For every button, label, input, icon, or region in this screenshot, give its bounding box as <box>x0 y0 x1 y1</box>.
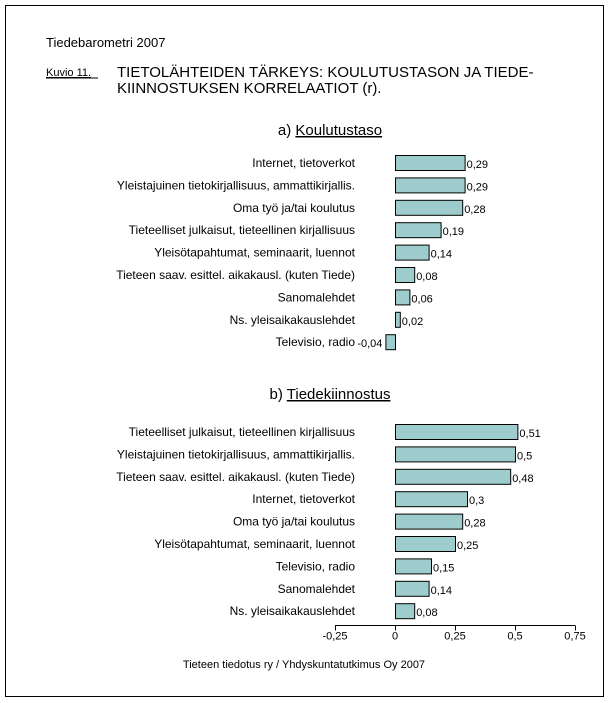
panel-title-text: Koulutustaso <box>295 122 382 139</box>
value-label: 0,08 <box>416 271 437 283</box>
category-label: Yleistajuinen tietokirjallisuus, ammatti… <box>117 178 355 192</box>
panel-title: a) Koulutustaso <box>278 122 382 139</box>
bar <box>395 580 430 597</box>
value-label: 0,5 <box>517 450 532 462</box>
value-label: 0,29 <box>467 159 488 171</box>
x-tick-label: 0,5 <box>507 631 522 643</box>
category-label: Internet, tietoverkot <box>252 156 355 170</box>
category-label: Oma työ ja/tai koulutus <box>233 515 355 529</box>
value-label: 0,19 <box>443 226 464 238</box>
bar <box>395 558 432 575</box>
x-tick-label: 0 <box>392 631 398 643</box>
bar <box>395 424 519 440</box>
bar <box>395 199 464 216</box>
value-label: 0,14 <box>431 249 452 261</box>
bar <box>395 177 466 194</box>
category-label: Yleistajuinen tietokirjallisuus, ammatti… <box>117 447 355 461</box>
bar <box>395 289 411 306</box>
value-label: 0,51 <box>519 428 540 440</box>
source-footer: Tieteen tiedotus ry / Yhdyskuntatutkimus… <box>183 659 425 671</box>
x-tick-label: 0,75 <box>564 631 585 643</box>
value-label: 0,28 <box>464 204 485 216</box>
panel-prefix: a) <box>278 122 291 139</box>
value-label: 0,08 <box>416 607 437 619</box>
figure-title-line1: TIETOLÄHTEIDEN TÄRKEYS: KOULUTUSTASON JA… <box>117 64 533 81</box>
figure-title-line2: KIINNOSTUKSEN KORRELAATIOT (r). <box>117 80 381 97</box>
bar <box>395 468 512 485</box>
panel-title: b) Tiedekiinnostus <box>270 386 391 403</box>
bar <box>395 155 466 171</box>
category-label: Tieteelliset julkaisut, tieteellinen kir… <box>129 425 355 439</box>
bar <box>395 536 456 552</box>
value-label: 0,3 <box>469 495 484 507</box>
category-label: Sanomalehdet <box>278 582 356 596</box>
bar <box>395 244 430 261</box>
bar <box>395 446 516 463</box>
x-tick-label: 0,25 <box>444 631 465 643</box>
category-label: Yleisötapahtumat, seminaarit, luennot <box>154 246 355 260</box>
bar <box>395 491 468 508</box>
value-label: 0,06 <box>411 293 432 305</box>
category-label: Tieteelliset julkaisut, tieteellinen kir… <box>129 223 355 237</box>
survey-name: Tiedebarometri 2007 <box>46 35 165 50</box>
panel-title-text: Tiedekiinnostus <box>287 386 391 403</box>
category-label: Oma työ ja/tai koulutus <box>233 201 355 215</box>
category-label: Yleisötapahtumat, seminaarit, luennot <box>154 537 355 551</box>
bar <box>385 334 396 351</box>
value-label: 0,15 <box>433 562 454 574</box>
value-label: 0,28 <box>464 518 485 530</box>
bar <box>395 311 401 328</box>
value-label: 0,25 <box>457 540 478 552</box>
frame-border <box>5 5 604 697</box>
figure-label: Kuvio 11. <box>46 67 91 79</box>
bar <box>395 603 416 620</box>
bar <box>395 513 464 530</box>
category-label: Tieteen saav. esittel. aikakausl. (kuten… <box>116 268 355 282</box>
value-label: 0,14 <box>431 585 452 597</box>
value-label: 0,02 <box>402 316 423 328</box>
panel-prefix: b) <box>270 386 283 403</box>
bar <box>395 267 416 283</box>
category-label: Ns. yleisaikakauslehdet <box>230 313 356 327</box>
category-label: Ns. yleisaikakauslehdet <box>230 604 356 618</box>
x-tick-label: -0,25 <box>322 631 347 643</box>
category-label: Televisio, radio <box>276 559 356 573</box>
category-label: Tieteen saav. esittel. aikakausl. (kuten… <box>116 470 355 484</box>
category-label: Sanomalehdet <box>278 290 356 304</box>
category-label: Televisio, radio <box>276 335 356 349</box>
value-label: 0,48 <box>512 473 533 485</box>
value-label: -0,04 <box>357 338 382 350</box>
bar <box>395 222 442 239</box>
category-label: Internet, tietoverkot <box>252 492 355 506</box>
value-label: 0,29 <box>467 181 488 193</box>
